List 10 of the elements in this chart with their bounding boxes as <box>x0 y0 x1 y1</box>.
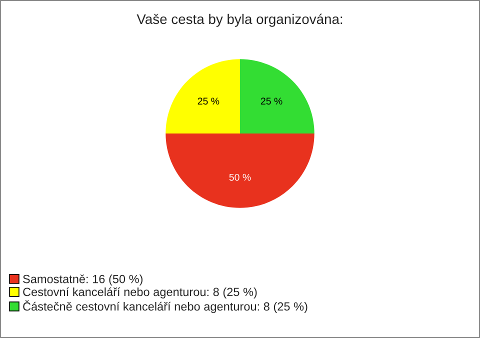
data-label: 50 % <box>229 174 251 181</box>
legend-label: Částečně cestovní kanceláří nebo agenturou: 8 (25 %) <box>23 300 308 313</box>
legend-label: Cestovní kanceláří nebo agenturou: 8 (25 %) <box>23 287 257 298</box>
chart-title: Vaše cesta by byla organizována: <box>136 14 342 27</box>
data-label: 25 % <box>198 98 220 105</box>
pie-slice <box>166 59 240 134</box>
data-label: 25 % <box>260 98 282 105</box>
legend-label: Samostatně: 16 (50 %) <box>23 274 143 286</box>
pie-slice <box>240 59 314 134</box>
pie-slice <box>166 134 314 208</box>
